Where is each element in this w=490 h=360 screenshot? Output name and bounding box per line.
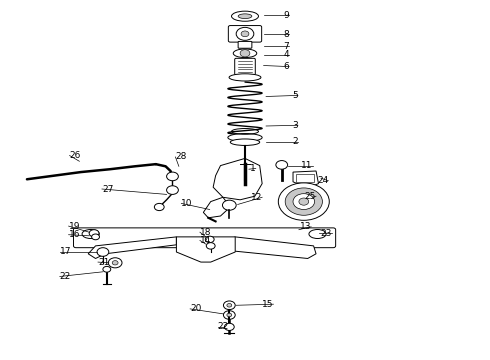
Text: 6: 6 xyxy=(283,62,289,71)
Circle shape xyxy=(112,261,118,265)
Text: 23: 23 xyxy=(321,229,332,238)
Circle shape xyxy=(224,323,234,330)
Text: 20: 20 xyxy=(190,304,201,313)
Text: 16: 16 xyxy=(69,230,80,239)
Circle shape xyxy=(167,172,178,181)
FancyBboxPatch shape xyxy=(74,228,336,248)
Text: 27: 27 xyxy=(102,184,113,194)
Circle shape xyxy=(222,200,236,210)
Bar xyxy=(296,174,314,182)
Circle shape xyxy=(241,31,249,37)
Text: 2: 2 xyxy=(293,137,298,146)
Text: 4: 4 xyxy=(284,50,289,59)
Circle shape xyxy=(206,243,215,249)
Text: 11: 11 xyxy=(301,161,313,170)
Text: 3: 3 xyxy=(292,121,298,130)
Polygon shape xyxy=(293,171,318,186)
Circle shape xyxy=(240,50,250,57)
Ellipse shape xyxy=(229,74,261,81)
Text: 15: 15 xyxy=(262,300,273,309)
Text: 5: 5 xyxy=(292,91,298,100)
Text: 18: 18 xyxy=(200,228,211,237)
Circle shape xyxy=(276,161,288,169)
Text: 1: 1 xyxy=(250,164,256,173)
Text: 22: 22 xyxy=(218,323,229,331)
Text: 8: 8 xyxy=(283,30,289,39)
Text: 25: 25 xyxy=(305,192,316,201)
Circle shape xyxy=(293,194,315,210)
Text: 24: 24 xyxy=(317,176,328,185)
Circle shape xyxy=(223,311,235,319)
Text: 28: 28 xyxy=(175,153,187,161)
Polygon shape xyxy=(213,158,262,200)
Circle shape xyxy=(92,234,99,240)
Circle shape xyxy=(227,313,232,317)
Ellipse shape xyxy=(82,230,99,238)
Polygon shape xyxy=(176,237,235,262)
Text: 10: 10 xyxy=(181,199,193,208)
Text: 21: 21 xyxy=(98,258,109,266)
Circle shape xyxy=(89,230,99,237)
Circle shape xyxy=(108,258,122,268)
Circle shape xyxy=(205,236,214,243)
Polygon shape xyxy=(203,197,230,218)
Text: 9: 9 xyxy=(283,10,289,19)
Ellipse shape xyxy=(233,49,257,58)
Polygon shape xyxy=(88,237,176,258)
Ellipse shape xyxy=(309,230,326,238)
Circle shape xyxy=(167,186,178,194)
FancyBboxPatch shape xyxy=(238,41,252,48)
Ellipse shape xyxy=(228,134,262,141)
Circle shape xyxy=(154,203,164,211)
Ellipse shape xyxy=(230,139,260,145)
Text: 7: 7 xyxy=(283,41,289,50)
Text: 12: 12 xyxy=(251,193,262,202)
Text: 17: 17 xyxy=(60,247,71,256)
Ellipse shape xyxy=(238,14,252,18)
Polygon shape xyxy=(225,237,316,258)
FancyBboxPatch shape xyxy=(228,26,262,42)
Circle shape xyxy=(103,266,111,272)
Circle shape xyxy=(223,301,235,310)
Text: 26: 26 xyxy=(70,151,81,160)
Text: 13: 13 xyxy=(300,222,311,231)
Circle shape xyxy=(278,183,329,220)
Text: 22: 22 xyxy=(60,272,71,281)
Text: 14: 14 xyxy=(200,236,211,245)
Circle shape xyxy=(227,303,232,307)
Circle shape xyxy=(299,198,309,205)
Circle shape xyxy=(285,188,322,215)
FancyBboxPatch shape xyxy=(235,58,255,75)
Text: 19: 19 xyxy=(69,222,80,231)
Circle shape xyxy=(97,248,109,256)
Ellipse shape xyxy=(232,11,259,21)
